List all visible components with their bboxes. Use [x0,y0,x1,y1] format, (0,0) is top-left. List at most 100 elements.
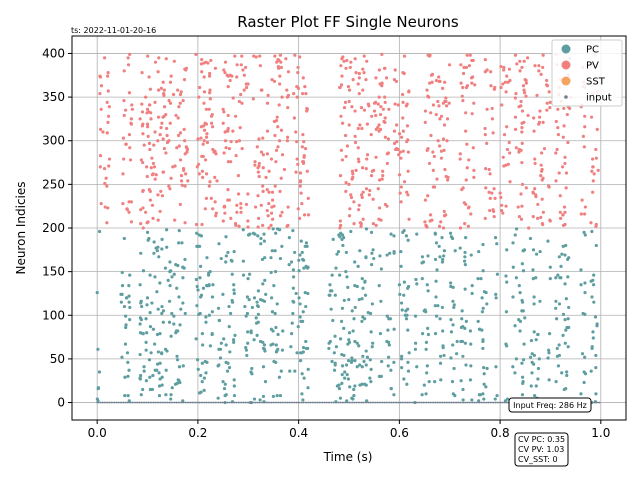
spike-point [523,316,526,319]
spike-point [421,393,424,396]
spike-point [449,318,452,321]
spike-point [464,130,467,133]
spike-point [139,316,142,319]
spike-point [405,191,408,194]
spike-point [591,345,594,348]
spike-point [387,137,390,140]
spike-point [177,379,180,382]
spike-point [415,402,417,404]
spike-point [580,212,583,215]
spike-point [405,314,408,317]
spike-point [493,402,495,404]
spike-point [169,177,172,180]
spike-point [401,308,404,311]
spike-point [400,136,403,139]
spike-point [374,76,377,79]
spike-point [392,234,395,237]
spike-point [128,146,131,149]
spike-point [590,116,593,119]
spike-point [220,342,223,345]
spike-point [301,320,304,323]
spike-point [432,185,435,188]
spike-point [491,107,494,110]
spike-point [334,267,337,270]
spike-point [424,198,427,201]
spike-point [494,365,497,368]
spike-point [289,345,292,348]
spike-point [304,402,306,404]
spike-point [107,89,110,92]
spike-point [442,354,445,357]
spike-point [238,100,241,103]
spike-point [160,87,163,90]
spike-point [537,64,540,67]
spike-point [109,402,111,404]
spike-point [407,239,410,242]
spike-point [453,394,456,397]
spike-point [561,165,564,168]
spike-point [351,172,354,175]
spike-point [431,81,434,84]
spike-point [119,402,121,404]
spike-point [508,79,511,82]
spike-point [440,236,443,239]
spike-point [250,329,253,332]
spike-point [243,74,246,77]
spike-point [155,369,158,372]
spike-point [402,130,405,133]
timestamp-label: ts: 2022-11-01-20-16 [71,26,156,35]
spike-point [153,275,156,278]
spike-point [252,54,255,57]
spike-point [251,402,253,404]
spike-point [188,402,190,404]
spike-point [483,127,486,130]
legend-marker-pc [562,45,571,54]
spike-point [184,402,186,404]
spike-point [168,300,171,303]
spike-point [240,63,243,66]
spike-point [183,258,186,261]
spike-point [521,393,524,396]
spike-point [445,139,448,142]
spike-point [330,308,333,311]
spike-point [266,102,269,105]
spike-point [151,374,154,377]
spike-point [387,151,390,154]
spike-point [354,57,357,60]
spike-point [129,158,132,161]
spike-point [139,402,141,404]
spike-point [463,201,466,204]
spike-point [539,174,542,177]
spike-point [348,89,351,92]
spike-point [358,123,361,126]
spike-point [161,194,164,197]
spike-point [376,126,379,129]
spike-point [394,102,397,105]
spike-point [560,371,563,374]
spike-point [520,218,523,221]
spike-point [278,75,281,78]
spike-point [121,402,123,404]
spike-point [250,402,252,404]
spike-point [405,234,408,237]
spike-point [594,354,597,357]
spike-point [123,305,126,308]
spike-point [200,58,203,61]
spike-point [442,226,445,229]
spike-point [341,373,344,376]
spike-point [364,294,367,297]
spike-point [303,377,306,380]
spike-point [445,402,447,404]
spike-point [472,176,475,179]
spike-point [274,270,277,273]
spike-point [520,205,523,208]
spike-point [583,291,586,294]
spike-point [273,134,276,137]
spike-point [277,65,280,68]
spike-point [590,370,593,373]
legend-marker-pv [562,61,571,70]
spike-point [167,139,170,142]
spike-point [379,128,382,131]
spike-point [362,71,365,74]
spike-point [340,83,343,86]
